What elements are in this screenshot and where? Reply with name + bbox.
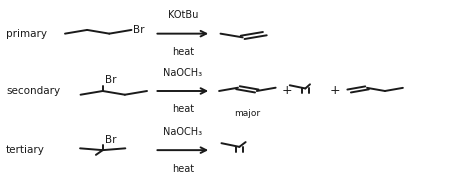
- Text: major: major: [234, 109, 260, 118]
- Text: heat: heat: [172, 47, 194, 57]
- Text: heat: heat: [172, 104, 194, 114]
- Text: tertiary: tertiary: [6, 145, 45, 155]
- Text: primary: primary: [6, 29, 47, 39]
- Text: KOtBu: KOtBu: [168, 10, 198, 20]
- Text: +: +: [282, 84, 293, 98]
- Text: Br: Br: [105, 135, 117, 145]
- Text: NaOCH₃: NaOCH₃: [163, 68, 202, 78]
- Text: Br: Br: [133, 25, 145, 35]
- Text: NaOCH₃: NaOCH₃: [163, 127, 202, 137]
- Text: secondary: secondary: [6, 86, 60, 96]
- Text: +: +: [330, 84, 340, 98]
- Text: Br: Br: [105, 75, 117, 85]
- Text: heat: heat: [172, 164, 194, 174]
